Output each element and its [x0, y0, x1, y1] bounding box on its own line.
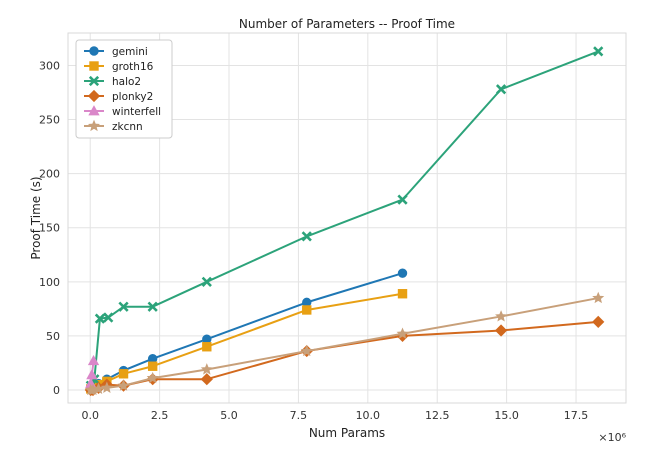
y-tick-label: 100	[39, 276, 60, 289]
legend-label-winterfell: winterfell	[112, 106, 161, 118]
legend-label-halo2: halo2	[112, 76, 141, 88]
chart-title: Number of Parameters -- Proof Time	[239, 17, 455, 31]
data-point-groth16	[147, 361, 158, 371]
data-point-zkcnn	[146, 371, 159, 384]
data-point-zkcnn	[117, 379, 130, 391]
series-zkcnn	[84, 291, 605, 396]
legend-label-gemini: gemini	[112, 46, 148, 58]
data-point-halo2	[103, 312, 114, 323]
x-tick-label: 10.0	[356, 409, 381, 422]
legend-marker-gemini	[89, 46, 99, 56]
data-point-zkcnn	[92, 382, 105, 395]
data-point-zkcnn	[396, 327, 409, 339]
data-point-halo2	[147, 301, 158, 312]
legend-label-plonky2: plonky2	[112, 91, 153, 103]
x-tick-label: 5.0	[220, 409, 238, 422]
series-halo2	[85, 46, 604, 391]
data-point-zkcnn	[495, 310, 508, 322]
data-point-plonky2	[494, 324, 508, 337]
data-point-groth16	[118, 369, 129, 379]
data-point-groth16	[397, 289, 408, 299]
y-tick-label: 300	[39, 59, 60, 72]
data-point-halo2	[94, 313, 106, 324]
legend-marker-zkcnn	[88, 119, 100, 132]
data-point-halo2	[201, 276, 212, 287]
legend-label-zkcnn: zkcnn	[112, 121, 143, 133]
legend-marker-winterfell	[88, 105, 100, 116]
legend-box	[75, 39, 173, 139]
data-point-winterfell	[86, 369, 98, 380]
x-tick-label: 0.0	[81, 409, 99, 422]
y-tick-label: 150	[39, 222, 60, 235]
legend-marker-plonky2	[87, 89, 101, 103]
legend-label-groth16: groth16	[112, 61, 154, 73]
data-point-plonky2	[592, 315, 605, 328]
legend: gemini groth16 halo2 plonky2 winterfell zkcnn	[75, 39, 173, 139]
x-axis-scale-label: ×10⁶	[598, 431, 626, 444]
data-point-groth16	[302, 305, 312, 315]
data-point-winterfell	[87, 354, 100, 366]
data-point-zkcnn	[300, 344, 313, 357]
tick-labels: 0.0 2.5 5.0 7.5 10.0 12.5 15.0 17.5 0 50 100 150 200…	[39, 59, 588, 422]
data-point-halo2	[118, 301, 129, 312]
x-tick-label: 17.5	[564, 409, 589, 422]
data-point-zkcnn	[200, 363, 213, 375]
y-tick-label: 0	[53, 384, 60, 397]
grid	[68, 33, 626, 403]
data-point-halo2	[593, 46, 604, 57]
data-point-gemini	[397, 268, 408, 278]
data-point-zkcnn	[592, 291, 605, 304]
y-tick-label: 50	[46, 330, 60, 343]
legend-marker-halo2	[88, 75, 100, 87]
data-point-plonky2	[200, 373, 213, 386]
data-point-zkcnn	[100, 381, 113, 393]
data-point-halo2	[301, 231, 312, 242]
data-point-halo2	[495, 84, 507, 95]
legend-marker-groth16	[89, 61, 99, 71]
y-tick-label: 200	[39, 168, 60, 181]
series	[84, 46, 605, 397]
x-tick-label: 15.0	[494, 409, 519, 422]
plot-frame	[67, 32, 627, 404]
data-point-groth16	[202, 342, 212, 352]
y-tick-label: 250	[39, 114, 60, 127]
series-winterfell	[85, 354, 100, 388]
x-axis-label: Num Params	[309, 426, 385, 440]
y-axis-label: Proof Time (s)	[29, 176, 43, 259]
x-tick-label: 7.5	[290, 409, 308, 422]
x-tick-label: 12.5	[425, 409, 450, 422]
x-tick-label: 2.5	[151, 409, 169, 422]
data-point-halo2	[397, 194, 408, 205]
